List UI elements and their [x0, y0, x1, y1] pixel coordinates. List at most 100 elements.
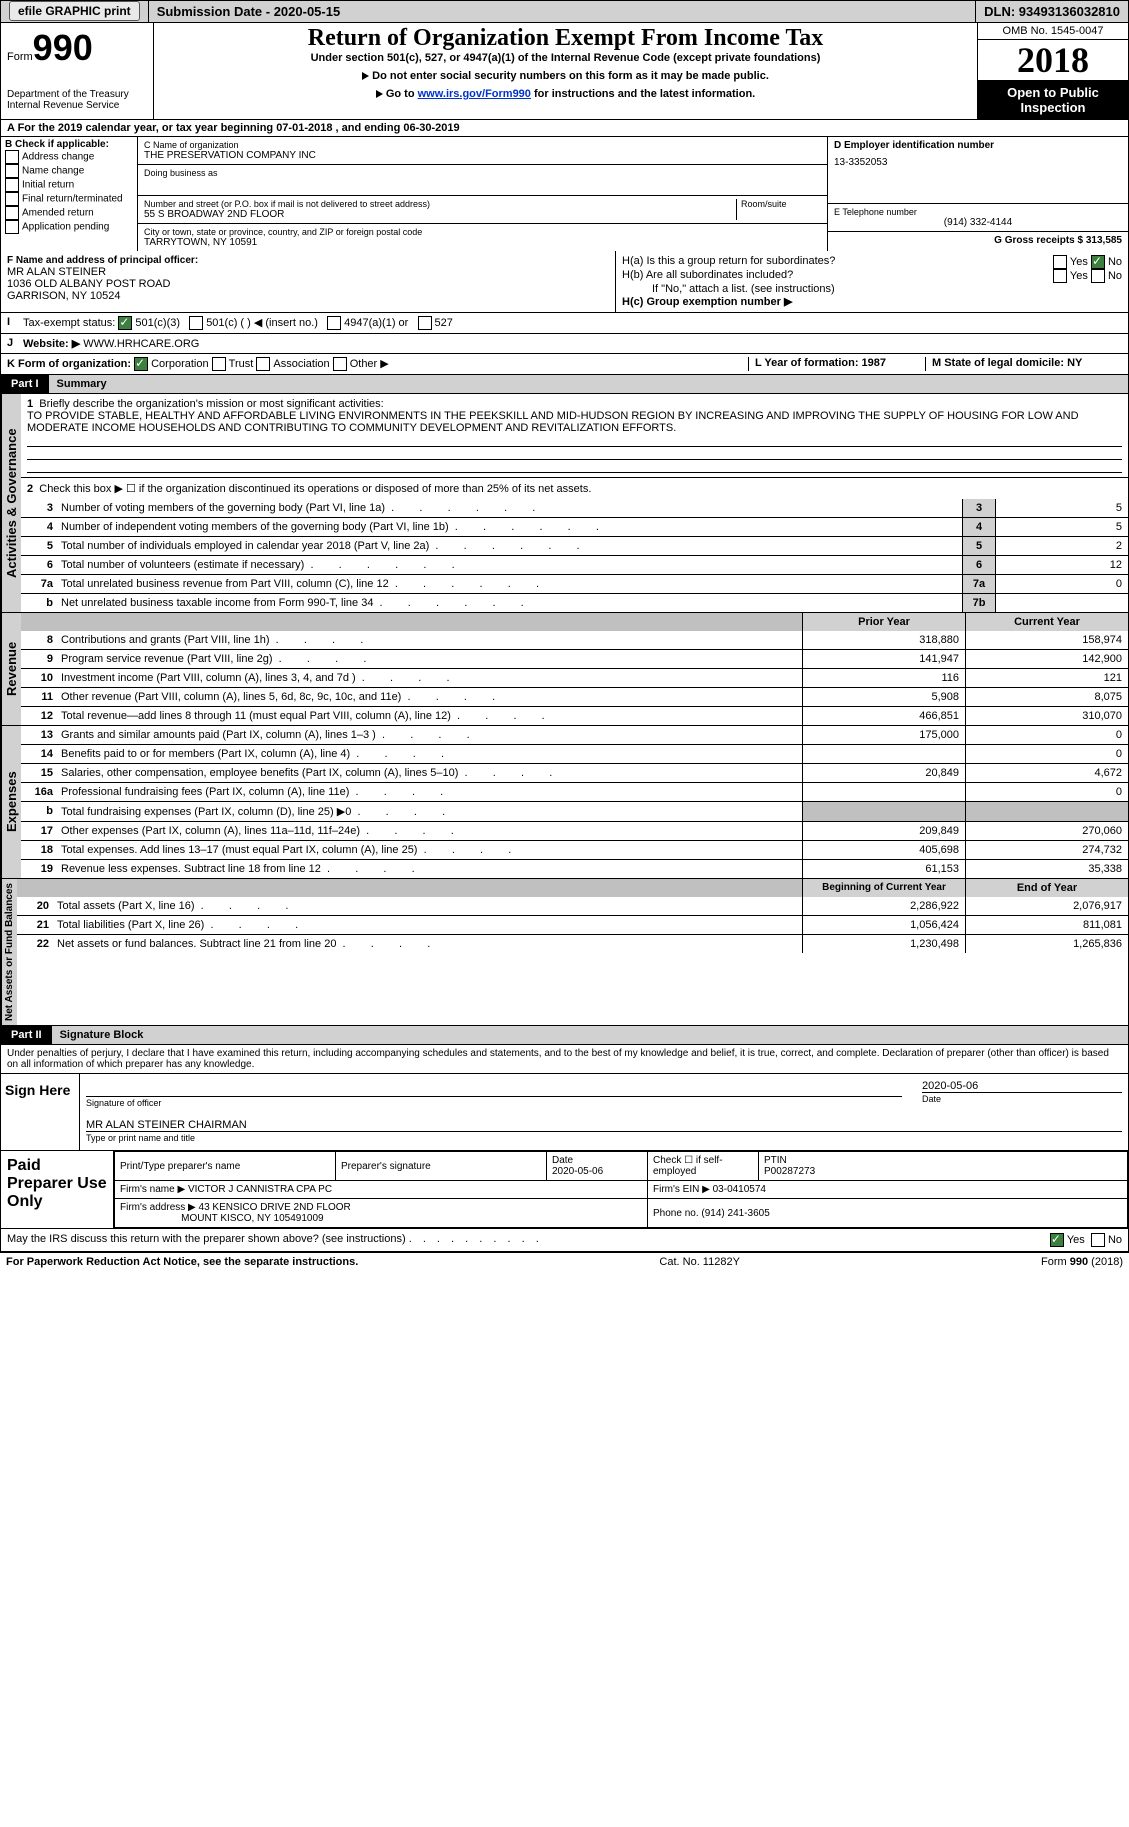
street: 55 S BROADWAY 2ND FLOOR: [144, 209, 732, 220]
mission-label: Briefly describe the organization's miss…: [39, 398, 383, 410]
submission-date: Submission Date - 2020-05-15: [149, 1, 976, 22]
check-name[interactable]: [5, 164, 19, 178]
check-address[interactable]: [5, 150, 19, 164]
phone-label: E Telephone number: [834, 207, 1122, 217]
part2-header: Part II Signature Block: [0, 1026, 1129, 1045]
form-word: Form: [7, 51, 33, 63]
check-pending[interactable]: [5, 220, 19, 234]
ha-yes[interactable]: [1053, 255, 1067, 269]
check-amended[interactable]: [5, 206, 19, 220]
data-row: 14Benefits paid to or for members (Part …: [21, 744, 1128, 763]
data-row: bTotal fundraising expenses (Part IX, co…: [21, 801, 1128, 821]
section-revenue: Revenue Prior Year Current Year 8Contrib…: [0, 613, 1129, 726]
page-footer: For Paperwork Reduction Act Notice, see …: [0, 1252, 1129, 1271]
box-b-title: B Check if applicable:: [5, 139, 133, 150]
check-assoc[interactable]: [256, 357, 270, 371]
cat-no: Cat. No. 11282Y: [659, 1256, 740, 1268]
vlabel-revenue: Revenue: [1, 613, 21, 725]
state-domicile: M State of legal domicile: NY: [932, 357, 1082, 369]
check-501c3[interactable]: [118, 316, 132, 330]
website: WWW.HRHCARE.ORG: [83, 338, 199, 350]
vlabel-activities: Activities & Governance: [1, 394, 21, 612]
paperwork-notice: For Paperwork Reduction Act Notice, see …: [6, 1256, 358, 1268]
data-row: 9Program service revenue (Part VIII, lin…: [21, 649, 1128, 668]
top-bar: efile GRAPHIC print Submission Date - 20…: [0, 0, 1129, 23]
summary-row: 6Total number of volunteers (estimate if…: [21, 555, 1128, 574]
street-label: Number and street (or P.O. box if mail i…: [144, 199, 732, 209]
line2-text: Check this box ▶ ☐ if the organization d…: [39, 483, 591, 495]
org-form-row: K Form of organization: Corporation Trus…: [0, 354, 1129, 375]
section-netassets: Net Assets or Fund Balances Beginning of…: [0, 879, 1129, 1026]
mission-text: TO PROVIDE STABLE, HEALTHY AND AFFORDABL…: [27, 410, 1079, 434]
hb-no[interactable]: [1091, 269, 1105, 283]
col-current: Current Year: [965, 613, 1128, 631]
check-trust[interactable]: [212, 357, 226, 371]
website-row: J Website: ▶ WWW.HRHCARE.ORG: [0, 334, 1129, 354]
summary-row: 3Number of voting members of the governi…: [21, 499, 1128, 517]
preparer-table: Print/Type preparer's name Preparer's si…: [114, 1151, 1128, 1228]
sign-here-block: Sign Here Signature of officer 2020-05-0…: [0, 1074, 1129, 1151]
omb-number: OMB No. 1545-0047: [978, 23, 1128, 40]
check-4947[interactable]: [327, 316, 341, 330]
firm-ein: 03-0410574: [713, 1184, 766, 1195]
phone: (914) 332-4144: [834, 217, 1122, 228]
name-label: C Name of organization: [144, 140, 821, 150]
open-public-badge: Open to Public Inspection: [978, 81, 1128, 119]
col-prior: Prior Year: [802, 613, 965, 631]
data-row: 21Total liabilities (Part X, line 26) . …: [17, 915, 1128, 934]
discuss-no[interactable]: [1091, 1233, 1105, 1247]
org-name: THE PRESERVATION COMPANY INC: [144, 150, 821, 161]
no-ssn-note: Do not enter social security numbers on …: [372, 70, 769, 82]
summary-row: 4Number of independent voting members of…: [21, 517, 1128, 536]
irs-link[interactable]: www.irs.gov/Form990: [418, 88, 531, 100]
summary-row: 7aTotal unrelated business revenue from …: [21, 574, 1128, 593]
tax-year: 2018: [1017, 40, 1089, 80]
col-beginning: Beginning of Current Year: [802, 879, 965, 897]
sign-here-label: Sign Here: [1, 1074, 80, 1150]
ein: 13-3352053: [834, 157, 1122, 168]
summary-row: 5Total number of individuals employed in…: [21, 536, 1128, 555]
form-header: Form990 Department of the Treasury Inter…: [0, 23, 1129, 120]
data-row: 19Revenue less expenses. Subtract line 1…: [21, 859, 1128, 878]
check-501c[interactable]: [189, 316, 203, 330]
penalty-statement: Under penalties of perjury, I declare th…: [0, 1045, 1129, 1074]
check-corp[interactable]: [134, 357, 148, 371]
dept-treasury: Department of the Treasury: [7, 89, 147, 100]
check-other[interactable]: [333, 357, 347, 371]
check-final[interactable]: [5, 192, 19, 206]
entity-box: B Check if applicable: Address change Na…: [0, 137, 1129, 251]
data-row: 8Contributions and grants (Part VIII, li…: [21, 631, 1128, 649]
firm-phone: (914) 241-3605: [701, 1208, 769, 1219]
data-row: 10Investment income (Part VIII, column (…: [21, 668, 1128, 687]
ptin: P00287273: [764, 1166, 815, 1177]
officer-name-title: MR ALAN STEINER CHAIRMAN: [86, 1119, 247, 1131]
room-label: Room/suite: [737, 199, 821, 220]
hb-label: H(b) Are all subordinates included?: [622, 269, 793, 283]
firm-name: VICTOR J CANNISTRA CPA PC: [188, 1184, 332, 1195]
data-row: 11Other revenue (Part VIII, column (A), …: [21, 687, 1128, 706]
check-initial[interactable]: [5, 178, 19, 192]
section-expenses: Expenses 13Grants and similar amounts pa…: [0, 726, 1129, 879]
section-activities: Activities & Governance 1 Briefly descri…: [0, 394, 1129, 613]
part1-header: Part I Summary: [0, 375, 1129, 394]
discuss-yes[interactable]: [1050, 1233, 1064, 1247]
check-527[interactable]: [418, 316, 432, 330]
dln: DLN: 93493136032810: [976, 1, 1128, 22]
city: TARRYTOWN, NY 10591: [144, 237, 821, 248]
officer-box: F Name and address of principal officer:…: [0, 251, 1129, 313]
h-note: If "No," attach a list. (see instruction…: [622, 283, 1122, 295]
officer-addr1: 1036 OLD ALBANY POST ROAD: [7, 278, 609, 290]
vlabel-expenses: Expenses: [1, 726, 21, 878]
triangle-icon: [376, 90, 383, 98]
officer-name: MR ALAN STEINER: [7, 266, 609, 278]
data-row: 17Other expenses (Part IX, column (A), l…: [21, 821, 1128, 840]
ha-no[interactable]: [1091, 255, 1105, 269]
gross-receipts: G Gross receipts $ 313,585: [994, 235, 1122, 246]
efile-button[interactable]: efile GRAPHIC print: [9, 1, 140, 21]
vlabel-netassets: Net Assets or Fund Balances: [1, 879, 17, 1025]
city-label: City or town, state or province, country…: [144, 227, 821, 237]
tax-year-line: A For the 2019 calendar year, or tax yea…: [0, 120, 1129, 137]
hb-yes[interactable]: [1053, 269, 1067, 283]
data-row: 16aProfessional fundraising fees (Part I…: [21, 782, 1128, 801]
data-row: 20Total assets (Part X, line 16) . . . .…: [17, 897, 1128, 915]
